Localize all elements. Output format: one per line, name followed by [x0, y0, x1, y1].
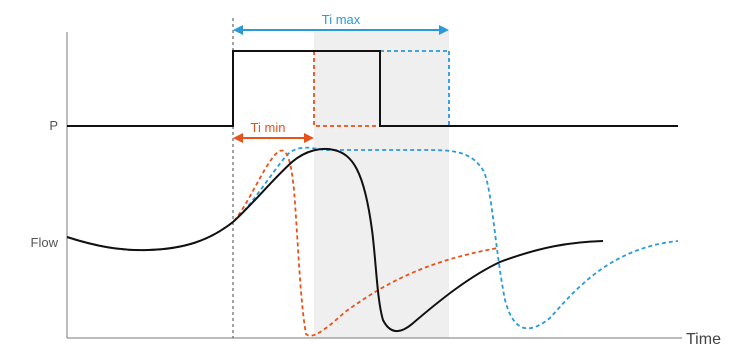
flow-trace-blue: [66, 146, 679, 330]
flow-axis-label: Flow: [31, 235, 59, 250]
flow-trace-black: [66, 147, 604, 332]
pressure-trace-black: [67, 50, 678, 127]
pressure-trace-orange: [313, 51, 380, 127]
pressure-axis-label: P: [49, 118, 58, 133]
time-axis-label: Time: [686, 331, 721, 348]
ti-max-dimension: Ti max: [233, 12, 449, 35]
ti-max-arrow-right-icon: [439, 25, 449, 35]
ti-min-arrow-right-icon: [304, 133, 314, 143]
ti-max-label: Ti max: [322, 12, 361, 27]
ti-max-arrow-left-icon: [233, 25, 243, 35]
ti-min-arrow-left-icon: [233, 133, 243, 143]
ti-min-dimension: Ti min: [233, 120, 314, 143]
ti-min-label: Ti min: [251, 120, 286, 135]
shaded-window: [314, 30, 449, 338]
